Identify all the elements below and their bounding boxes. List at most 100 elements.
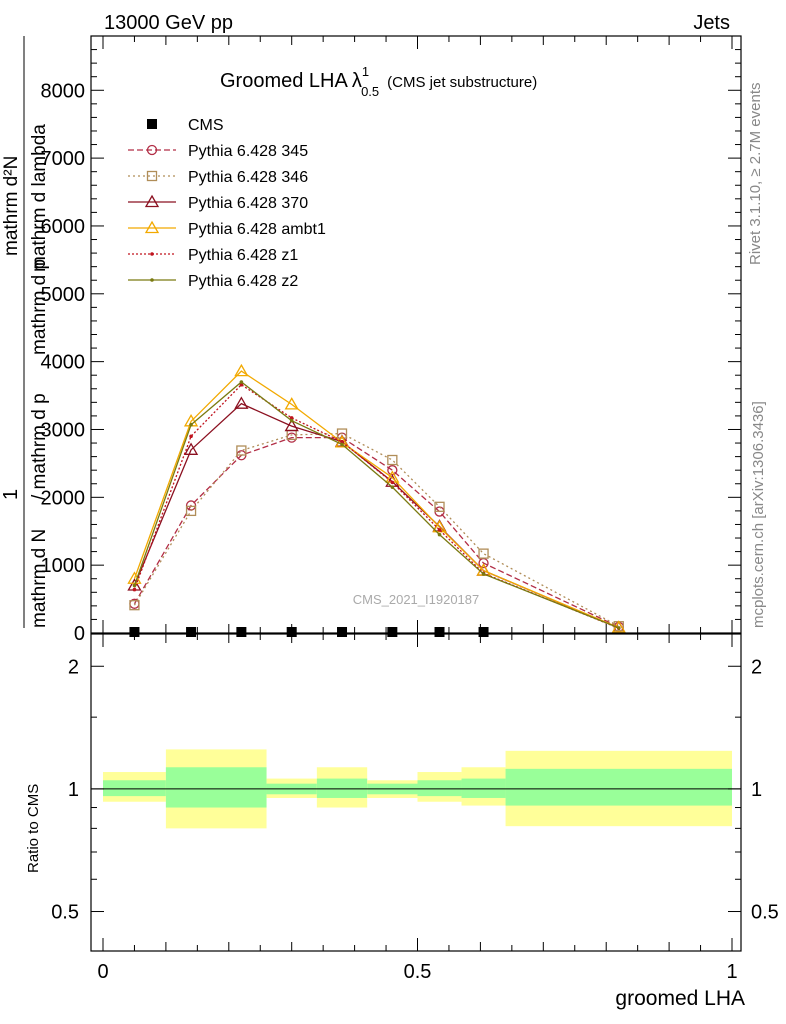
series-line-ambt1 bbox=[133, 370, 620, 629]
data-point-p346 bbox=[434, 501, 445, 512]
axes-layer: 0 1000 2000 3000 4000 5000 6000 7000 8000 0 0.5 1 0.… bbox=[41, 36, 779, 983]
series-layer bbox=[127, 363, 626, 633]
ratio-y-tick-label: 0.5 bbox=[51, 902, 79, 924]
cms-layer bbox=[129, 627, 489, 637]
legend-marker bbox=[146, 144, 158, 156]
y-tick-label: 2000 bbox=[41, 487, 86, 509]
ratio-y-label: Ratio to CMS bbox=[25, 784, 42, 873]
category-label: Jets bbox=[693, 12, 730, 34]
ratio-band-inner bbox=[461, 778, 506, 798]
y-label-den-end: mathrm d lambda bbox=[29, 124, 50, 272]
energy-label: 13000 GeV pp bbox=[104, 12, 233, 34]
ratio-y-tick-label-right: 1 bbox=[751, 779, 762, 801]
data-point-z1 bbox=[437, 528, 442, 532]
data-point-z2 bbox=[437, 532, 442, 537]
legend-marker bbox=[146, 170, 158, 182]
data-point-cms bbox=[186, 627, 197, 637]
ratio-y-tick-label: 2 bbox=[68, 656, 79, 678]
data-point-cms bbox=[434, 627, 445, 637]
data-point-z1 bbox=[132, 587, 137, 592]
rivet-label: Rivet 3.1.10, ≥ 2.7M events bbox=[747, 83, 764, 266]
y-tick-label: 1000 bbox=[41, 555, 86, 577]
legend-entry-ambt1: Pythia 6.428 ambt1 bbox=[128, 220, 326, 238]
plot-title: Groomed LHA λ1 0.5(CMS jet substructure) bbox=[220, 64, 537, 99]
legend-label: Pythia 6.428 z1 bbox=[188, 247, 298, 264]
data-point-z1 bbox=[239, 382, 244, 387]
data-point-p346 bbox=[478, 548, 489, 559]
ratio-band-inner bbox=[103, 780, 166, 797]
y-label-prefix-num: 1 bbox=[0, 489, 22, 500]
ratio-frame bbox=[90, 633, 742, 952]
ratio-band-inner bbox=[417, 780, 462, 797]
legend-entry-z1: Pythia 6.428 z1 bbox=[128, 247, 298, 264]
series-line-p346 bbox=[133, 432, 620, 627]
data-point-z2 bbox=[481, 572, 486, 576]
mcplots-label: mcplots.cern.ch [arXiv:1306.3436] bbox=[750, 401, 767, 628]
x-tick-label: 0 bbox=[97, 961, 108, 983]
legend-marker bbox=[150, 278, 154, 282]
data-point-z1 bbox=[340, 439, 344, 444]
y-tick-label: 0 bbox=[74, 623, 85, 645]
ratio-band-inner bbox=[165, 767, 267, 808]
data-point-cms bbox=[478, 627, 489, 637]
y-label-den-slash: / mathrm d p bbox=[29, 393, 50, 500]
legend-label: CMS bbox=[188, 117, 224, 134]
ratio-y-tick-label-right: 0.5 bbox=[751, 902, 779, 924]
data-point-ambt1 bbox=[284, 397, 299, 410]
data-point-ambt1 bbox=[234, 363, 249, 377]
data-point-p346 bbox=[129, 600, 140, 611]
data-point-cms bbox=[236, 627, 247, 637]
legend-entry-z2: Pythia 6.428 z2 bbox=[128, 273, 298, 290]
data-point-z2 bbox=[340, 442, 344, 447]
y-tick-label: 4000 bbox=[41, 352, 86, 374]
series-z2 bbox=[132, 380, 621, 630]
watermark: CMS_2021_I1920187 bbox=[353, 592, 480, 607]
legend-marker bbox=[144, 220, 160, 234]
x-tick-label: 0.5 bbox=[404, 961, 432, 983]
legend-label: Pythia 6.428 345 bbox=[188, 143, 308, 160]
legend-marker bbox=[147, 119, 157, 129]
data-point-ambt1 bbox=[334, 435, 350, 448]
data-point-p370 bbox=[284, 418, 299, 432]
y-tick-label: 3000 bbox=[41, 419, 86, 441]
y-label-numerator: mathrm d²N bbox=[1, 156, 22, 256]
legend-marker bbox=[144, 194, 160, 208]
y-label-den-mid: mathrm d p bbox=[29, 259, 50, 355]
legend-label: Pythia 6.428 370 bbox=[188, 195, 308, 212]
ratio-band-inner bbox=[316, 778, 368, 798]
legend-label: Pythia 6.428 346 bbox=[188, 169, 308, 186]
data-point-p370 bbox=[234, 396, 249, 409]
x-tick-label: 1 bbox=[726, 961, 737, 983]
x-axis-label: groomed LHA bbox=[615, 987, 745, 1010]
data-point-p346 bbox=[387, 454, 398, 466]
data-point-z2 bbox=[390, 485, 395, 489]
ratio-y-tick-label: 1 bbox=[68, 779, 79, 801]
y-tick-label: 5000 bbox=[41, 284, 86, 306]
y-tick-label: 6000 bbox=[41, 216, 86, 238]
data-point-z2 bbox=[616, 626, 621, 630]
y-tick-label: 7000 bbox=[41, 148, 86, 170]
data-point-p370 bbox=[183, 442, 199, 455]
data-point-p346 bbox=[336, 428, 348, 439]
data-point-p345 bbox=[387, 465, 398, 476]
ratio-y-tick-label-right: 2 bbox=[751, 656, 762, 678]
data-point-p346 bbox=[185, 505, 197, 517]
legend: CMS Pythia 6.428 345 Pythia 6.428 346 Pythi… bbox=[128, 117, 326, 290]
data-point-cms bbox=[337, 627, 348, 637]
ratio-band-inner bbox=[505, 768, 732, 806]
legend-label: Pythia 6.428 ambt1 bbox=[188, 221, 326, 238]
legend-entry-cms: CMS bbox=[147, 117, 224, 134]
data-point-z2 bbox=[132, 583, 137, 588]
y-tick-label: 8000 bbox=[41, 80, 86, 102]
data-point-z1 bbox=[390, 480, 395, 485]
legend-entry-p345: Pythia 6.428 345 bbox=[128, 143, 308, 160]
data-point-z2 bbox=[239, 380, 244, 384]
y-label-prefix-den: mathrm d N bbox=[29, 529, 50, 628]
y-axis-label: 1 mathrm d N / mathrm d p mathrm d lambd… bbox=[0, 36, 50, 628]
data-point-z2 bbox=[189, 422, 193, 427]
legend-entry-p346: Pythia 6.428 346 bbox=[128, 169, 308, 186]
data-point-z1 bbox=[289, 416, 294, 420]
data-point-cms bbox=[387, 627, 398, 637]
legend-marker bbox=[150, 252, 154, 256]
